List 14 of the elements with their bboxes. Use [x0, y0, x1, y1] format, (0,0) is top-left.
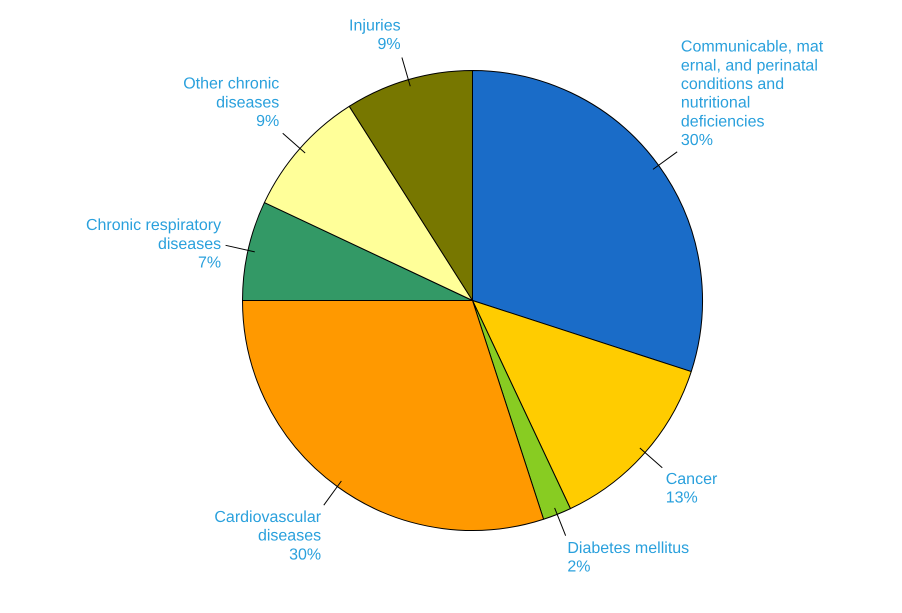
data-label: 30%: [289, 546, 322, 564]
slice-label: Communicable, mat ernal, and perinatal conditions and nutritional deficiencies: [680, 38, 824, 130]
data-label: 13%: [666, 490, 698, 507]
data-label: 9%: [378, 36, 401, 54]
slice-label: Chronic respiratory diseases: [86, 217, 222, 253]
data-label: 2%: [567, 558, 590, 576]
slice-label: Other chronic diseases: [183, 76, 280, 112]
data-label: 30%: [680, 132, 713, 150]
data-label: 9%: [256, 113, 280, 130]
slice-label: Cardiovascular diseases: [214, 508, 322, 545]
slice-label: Injuries: [349, 17, 401, 34]
slice-label: Diabetes mellitus: [567, 540, 690, 558]
slice-label: Cancer: [666, 470, 718, 488]
data-label: 7%: [198, 254, 222, 272]
